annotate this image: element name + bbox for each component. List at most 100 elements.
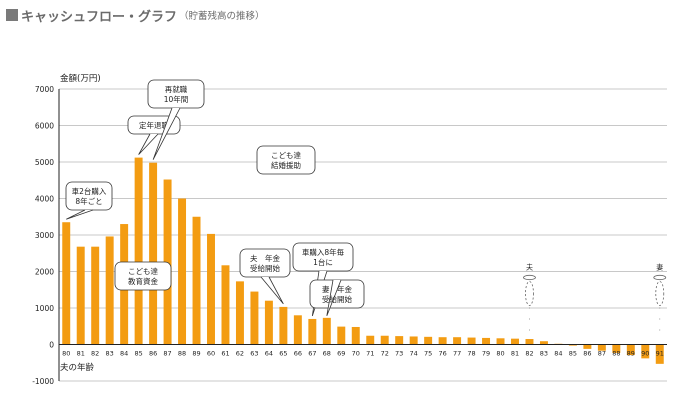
bar-86 bbox=[149, 162, 158, 345]
x-tick-label: 89 bbox=[192, 350, 200, 358]
bar-85 bbox=[568, 344, 577, 346]
bar-61 bbox=[221, 265, 230, 345]
y-tick-label: 0 bbox=[49, 341, 54, 350]
y-tick-label: 4000 bbox=[35, 195, 54, 204]
x-tick-label: 82 bbox=[525, 350, 533, 358]
x-tick-label: 70 bbox=[352, 350, 360, 358]
bar-90 bbox=[641, 344, 650, 359]
bar-88 bbox=[178, 198, 187, 345]
bar-78 bbox=[467, 337, 476, 345]
bar-85 bbox=[134, 157, 143, 345]
bar-87 bbox=[163, 179, 172, 345]
callout-text: 結婚援助 bbox=[271, 160, 301, 170]
chart-header: キャッシュフロー・グラフ （貯蓄残高の推移） bbox=[6, 4, 265, 26]
y-tick-label: 5000 bbox=[35, 158, 54, 167]
x-tick-label: 67 bbox=[308, 350, 316, 358]
x-tick-label: 64 bbox=[265, 350, 273, 358]
bar-86 bbox=[583, 344, 592, 349]
end-marker-label: 夫 bbox=[526, 263, 533, 272]
bar-74 bbox=[409, 336, 418, 345]
x-tick-label: 61 bbox=[221, 350, 229, 358]
end-marker-body bbox=[655, 281, 665, 306]
bar-81 bbox=[511, 338, 519, 345]
bar-81 bbox=[76, 246, 85, 345]
x-tick-label: 86 bbox=[583, 350, 591, 358]
callout-text: 受給開始 bbox=[322, 294, 352, 304]
x-tick-labels: 80 81 82 83 84 85 86 87 88 89 60 61 62 63 64 65 66 67 68 69… bbox=[62, 350, 664, 358]
bar-83 bbox=[105, 236, 114, 345]
bar-65 bbox=[279, 306, 288, 345]
x-axis-label: 夫の年齢 bbox=[60, 362, 95, 373]
x-tick-label: 78 bbox=[467, 350, 475, 358]
x-tick-label: 81 bbox=[511, 350, 519, 358]
bar-89 bbox=[192, 216, 201, 345]
end-marker: 夫 bbox=[523, 263, 536, 341]
x-tick-label: 74 bbox=[410, 350, 418, 358]
y-tick-label: 2000 bbox=[35, 268, 54, 277]
x-tick-label: 65 bbox=[279, 350, 287, 358]
bar-63 bbox=[250, 291, 259, 345]
x-tick-label: 85 bbox=[569, 350, 577, 358]
x-tick-label: 80 bbox=[496, 350, 504, 358]
bar-69 bbox=[337, 326, 346, 345]
y-axis-label: 金額(万円) bbox=[60, 73, 101, 84]
bar-91 bbox=[655, 344, 664, 364]
end-marker-label: 妻 bbox=[656, 263, 663, 272]
x-tick-label: 79 bbox=[482, 350, 490, 358]
x-tick-label: 88 bbox=[178, 350, 186, 358]
bar-77 bbox=[453, 337, 462, 345]
bar-83 bbox=[539, 341, 548, 345]
bar-76 bbox=[438, 337, 447, 345]
bar-87 bbox=[597, 344, 606, 351]
x-tick-label: 60 bbox=[207, 350, 215, 358]
end-markers: 夫妻 bbox=[523, 263, 667, 341]
end-marker-halo bbox=[653, 274, 667, 281]
x-tick-label: 83 bbox=[540, 350, 548, 358]
bar-66 bbox=[293, 315, 302, 345]
page-subtitle: （貯蓄残高の推移） bbox=[179, 11, 265, 22]
x-tick-label: 91 bbox=[656, 350, 664, 358]
end-marker: 妻 bbox=[653, 263, 667, 341]
bar-71 bbox=[366, 335, 375, 345]
bar-89 bbox=[626, 344, 635, 356]
y-tick-labels: -1000 0 1000 2000 3000 4000 5000 6000 7000 bbox=[32, 85, 54, 386]
callout-box bbox=[114, 261, 172, 291]
x-tick-label: 82 bbox=[91, 350, 99, 358]
callout-pointer bbox=[138, 133, 159, 155]
callout-text: 10年間 bbox=[164, 94, 189, 104]
x-tick-label: 77 bbox=[453, 350, 461, 358]
callout-text: 教育資金 bbox=[128, 276, 158, 286]
x-tick-label: 90 bbox=[641, 350, 649, 358]
x-tick-label: 72 bbox=[381, 350, 389, 358]
x-tick-label: 62 bbox=[236, 350, 244, 358]
bar-64 bbox=[264, 300, 273, 345]
x-tick-label: 75 bbox=[424, 350, 432, 358]
callout-pointer bbox=[152, 107, 181, 160]
callout-text: 車購入8年毎 bbox=[302, 247, 345, 257]
bar-72 bbox=[380, 335, 389, 345]
bar-82 bbox=[91, 246, 100, 345]
callout-text: 8年ごと bbox=[75, 196, 102, 206]
x-tick-label: 85 bbox=[134, 350, 142, 358]
x-tick-label: 76 bbox=[438, 350, 446, 358]
y-tick-label: 6000 bbox=[35, 122, 54, 131]
bar-80 bbox=[62, 222, 71, 345]
bar-67 bbox=[308, 318, 317, 345]
bar-82 bbox=[525, 339, 534, 345]
callout-text: こども達 bbox=[128, 266, 158, 276]
callout-text: 再就職 bbox=[165, 84, 188, 94]
x-tick-label: 87 bbox=[598, 350, 606, 358]
x-tick-label: 73 bbox=[395, 350, 403, 358]
x-tick-label: 66 bbox=[294, 350, 302, 358]
bar-79 bbox=[482, 337, 491, 345]
x-tick-label: 87 bbox=[163, 350, 171, 358]
callout-box bbox=[256, 145, 316, 175]
axes bbox=[58, 89, 667, 381]
bar-80 bbox=[496, 338, 505, 345]
y-tick-label: 3000 bbox=[35, 231, 54, 240]
